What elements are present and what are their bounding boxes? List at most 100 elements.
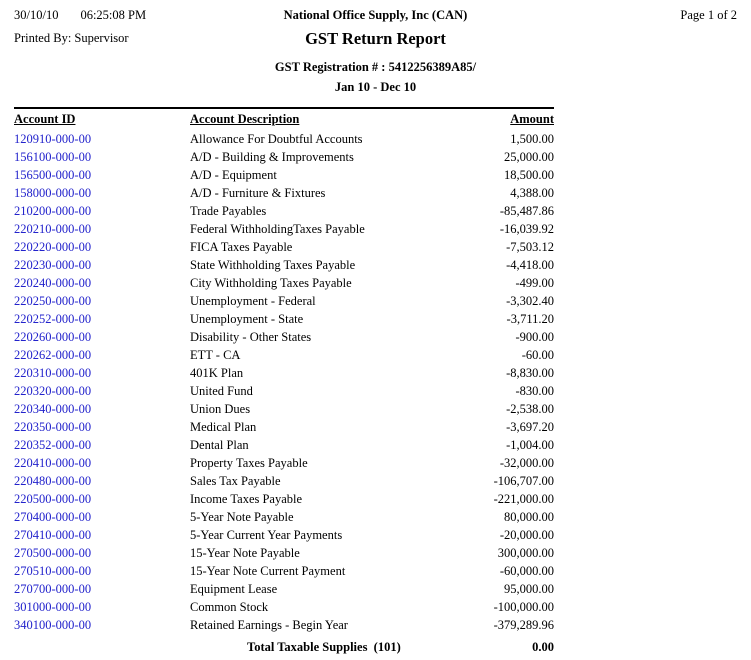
amount-value: -60,000.00 <box>499 564 554 578</box>
total-amount: 0.00 <box>532 640 554 654</box>
account-description: ETT - CA <box>190 348 241 362</box>
page-number: Page 1 of 2 <box>680 8 737 22</box>
column-header-account-id: Account ID <box>14 112 76 126</box>
column-header-account-description: Account Description <box>190 112 300 126</box>
amount-value: 25,000.00 <box>504 150 554 164</box>
account-id-link[interactable]: 156100-000-00 <box>14 150 92 164</box>
account-id-link[interactable]: 220252-000-00 <box>14 312 92 326</box>
account-id-link[interactable]: 220262-000-00 <box>14 348 92 362</box>
column-header-amount: Amount <box>510 112 554 126</box>
account-id-link[interactable]: 340100-000-00 <box>14 618 92 632</box>
amount-value: -60.00 <box>521 348 554 362</box>
account-description: Allowance For Doubtful Accounts <box>190 132 363 146</box>
account-id-link[interactable]: 220350-000-00 <box>14 420 92 434</box>
amount-value: -900.00 <box>515 330 554 344</box>
account-description: 15-Year Note Current Payment <box>190 564 346 578</box>
account-id-link[interactable]: 301000-000-00 <box>14 600 92 614</box>
account-id-link[interactable]: 220250-000-00 <box>14 294 92 308</box>
account-description: 5-Year Current Year Payments <box>190 528 343 542</box>
amount-value: -8,830.00 <box>506 366 554 380</box>
report-table: Account ID Account Description Amount 12… <box>14 107 554 660</box>
table-header: Account ID Account Description Amount <box>14 108 554 130</box>
table-row: 220252-000-00 Unemployment - State -3,71… <box>14 310 554 328</box>
account-description: 15-Year Note Payable <box>190 546 300 560</box>
amount-value: -7,503.12 <box>506 240 554 254</box>
amount-value: -100,000.00 <box>493 600 554 614</box>
account-description: Income Taxes Payable <box>190 492 303 506</box>
report-date: 30/10/10 <box>14 8 59 22</box>
amount-value: 95,000.00 <box>504 582 554 596</box>
printed-by: Printed By: Supervisor <box>14 31 129 45</box>
table-row: 270410-000-00 5-Year Current Year Paymen… <box>14 526 554 544</box>
amount-value: -16,039.92 <box>499 222 554 236</box>
amount-value: 1,500.00 <box>510 132 554 146</box>
amount-value: -20,000.00 <box>499 528 554 542</box>
total-label: Total Taxable Supplies (101) <box>247 640 401 654</box>
account-id-link[interactable]: 220500-000-00 <box>14 492 92 506</box>
table-row: 220230-000-00 State Withholding Taxes Pa… <box>14 256 554 274</box>
account-id-link[interactable]: 220210-000-00 <box>14 222 92 236</box>
amount-value: -4,418.00 <box>506 258 554 272</box>
account-id-link[interactable]: 120910-000-00 <box>14 132 92 146</box>
account-id-link[interactable]: 270410-000-00 <box>14 528 92 542</box>
account-description: A/D - Furniture & Fixtures <box>190 186 326 200</box>
table-row: 220220-000-00 FICA Taxes Payable -7,503.… <box>14 238 554 256</box>
account-description: FICA Taxes Payable <box>190 240 293 254</box>
table-row: 156100-000-00 A/D - Building & Improveme… <box>14 148 554 166</box>
table-row: 220310-000-00 401K Plan -8,830.00 <box>14 364 554 382</box>
table-row: 220410-000-00 Property Taxes Payable -32… <box>14 454 554 472</box>
account-description: Trade Payables <box>190 204 267 218</box>
account-id-link[interactable]: 220310-000-00 <box>14 366 92 380</box>
account-id-link[interactable]: 220480-000-00 <box>14 474 92 488</box>
account-description: State Withholding Taxes Payable <box>190 258 356 272</box>
account-id-link[interactable]: 158000-000-00 <box>14 186 92 200</box>
account-description: Retained Earnings - Begin Year <box>190 618 348 632</box>
table-row: 156500-000-00 A/D - Equipment 18,500.00 <box>14 166 554 184</box>
table-row: 270700-000-00 Equipment Lease 95,000.00 <box>14 580 554 598</box>
account-id-link[interactable]: 220230-000-00 <box>14 258 92 272</box>
account-id-link[interactable]: 270400-000-00 <box>14 510 92 524</box>
table-row: 220352-000-00 Dental Plan -1,004.00 <box>14 436 554 454</box>
amount-value: 80,000.00 <box>504 510 554 524</box>
account-id-link[interactable]: 210200-000-00 <box>14 204 92 218</box>
amount-value: 18,500.00 <box>504 168 554 182</box>
account-id-link[interactable]: 220352-000-00 <box>14 438 92 452</box>
account-id-link[interactable]: 220320-000-00 <box>14 384 92 398</box>
gst-registration: GST Registration # : 5412256389A85/ <box>274 60 477 74</box>
amount-value: -1,004.00 <box>506 438 554 452</box>
account-description: Disability - Other States <box>190 330 312 344</box>
date-time-group: 30/10/10 06:25:08 PM <box>14 8 146 23</box>
table-row: 220240-000-00 City Withholding Taxes Pay… <box>14 274 554 292</box>
amount-value: -85,487.86 <box>499 204 554 218</box>
amount-value: 300,000.00 <box>497 546 554 560</box>
account-id-link[interactable]: 270500-000-00 <box>14 546 92 560</box>
account-description: Equipment Lease <box>190 582 278 596</box>
account-description: 401K Plan <box>190 366 244 380</box>
report-header-line2: Printed By: Supervisor GST Return Report <box>14 26 737 52</box>
report-time: 06:25:08 PM <box>80 8 147 22</box>
account-id-link[interactable]: 220240-000-00 <box>14 276 92 290</box>
table-row: 220260-000-00 Disability - Other States … <box>14 328 554 346</box>
amount-value: -499.00 <box>515 276 554 290</box>
account-id-link[interactable]: 156500-000-00 <box>14 168 92 182</box>
account-id-link[interactable]: 220220-000-00 <box>14 240 92 254</box>
account-description: Property Taxes Payable <box>190 456 308 470</box>
account-id-link[interactable]: 220260-000-00 <box>14 330 92 344</box>
report-title: GST Return Report <box>305 29 446 48</box>
account-description: A/D - Equipment <box>190 168 277 182</box>
account-description: United Fund <box>190 384 253 398</box>
account-id-link[interactable]: 270700-000-00 <box>14 582 92 596</box>
account-id-link[interactable]: 270510-000-00 <box>14 564 92 578</box>
amount-value: -3,711.20 <box>506 312 554 326</box>
table-row: 158000-000-00 A/D - Furniture & Fixtures… <box>14 184 554 202</box>
account-id-link[interactable]: 220340-000-00 <box>14 402 92 416</box>
account-description: Union Dues <box>190 402 251 416</box>
table-row: 210200-000-00 Trade Payables -85,487.86 <box>14 202 554 220</box>
account-description: A/D - Building & Improvements <box>190 150 354 164</box>
account-id-link[interactable]: 220410-000-00 <box>14 456 92 470</box>
table-row: 220480-000-00 Sales Tax Payable -106,707… <box>14 472 554 490</box>
account-description: Unemployment - Federal <box>190 294 316 308</box>
table-row: 270400-000-00 5-Year Note Payable 80,000… <box>14 508 554 526</box>
amount-value: -221,000.00 <box>493 492 554 506</box>
amount-value: -32,000.00 <box>499 456 554 470</box>
